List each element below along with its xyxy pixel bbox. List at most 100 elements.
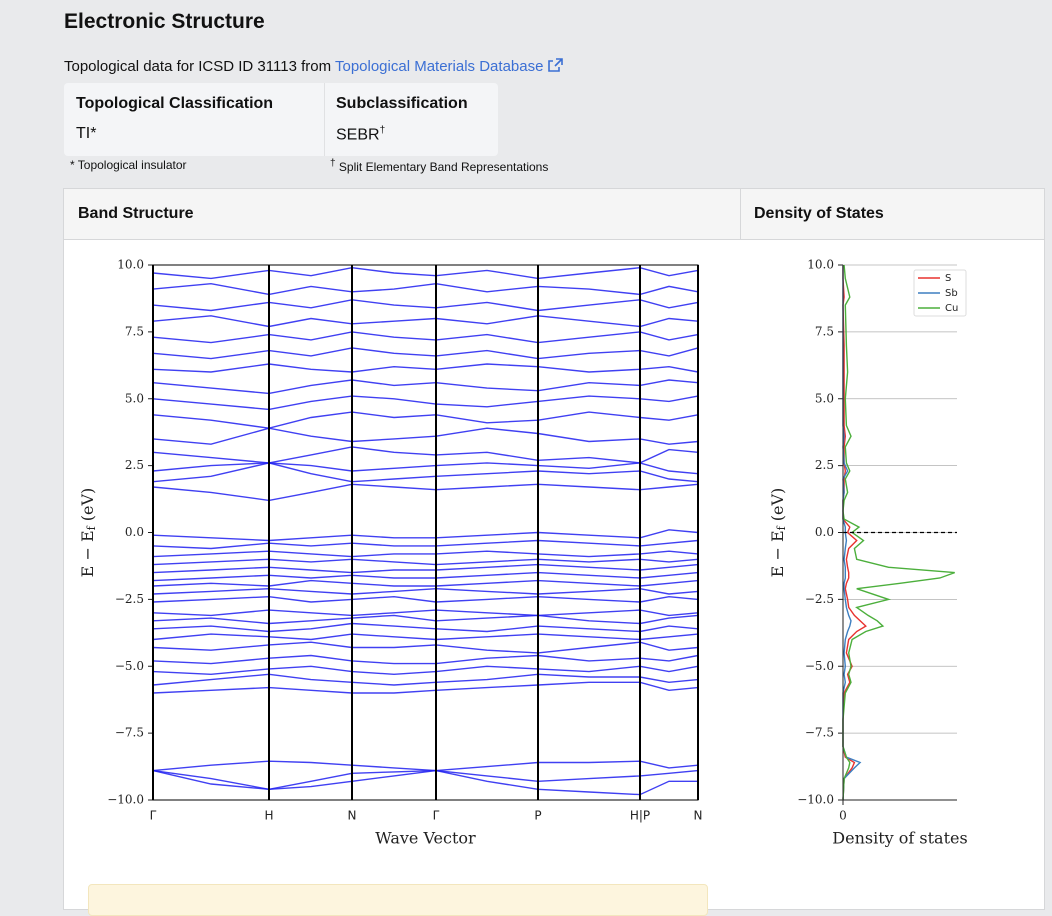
band-line (152, 614, 699, 625)
divider (324, 83, 325, 156)
divider (740, 189, 741, 239)
y-tick-label: −7.5 (115, 726, 144, 740)
band-line (152, 579, 699, 587)
band-line (152, 641, 699, 654)
class-header: Subclassification (336, 95, 468, 112)
band-line (152, 427, 699, 445)
y-tick-label: −2.5 (115, 592, 144, 606)
footnote-text: Split Elementary Band Representations (335, 160, 549, 174)
band-line (152, 587, 699, 595)
x-tick-label: Γ (150, 809, 157, 823)
x-tick-label: Γ (433, 809, 440, 823)
legend-label: Cu (945, 303, 958, 314)
footnote-mark: * (70, 158, 75, 172)
footnote-mark: † (330, 158, 336, 169)
value-text: TI (76, 125, 91, 142)
label-sub: f (775, 525, 788, 530)
band-line (152, 411, 699, 429)
class-value: SEBR† (336, 125, 385, 144)
section-title: Electronic Structure (64, 10, 265, 33)
label-sub: f (85, 525, 98, 530)
label-unit: (eV) (768, 488, 787, 527)
source-line: Topological data for ICSD ID 31113 from … (64, 58, 563, 75)
band-line (152, 760, 699, 772)
band-line (152, 379, 699, 395)
band-line (152, 665, 699, 676)
y-tick-label: 5.0 (125, 391, 144, 405)
y-tick-label: 5.0 (815, 391, 834, 405)
dos-line (842, 264, 955, 801)
y-tick-label: −2.5 (805, 592, 834, 606)
y-tick-label: 0.0 (125, 525, 144, 539)
page: Electronic Structure Topological data fo… (63, 10, 1045, 916)
footnote: † Split Elementary Band Representations (330, 158, 548, 174)
legend-label: S (945, 273, 951, 284)
band-line (152, 483, 699, 502)
database-link[interactable]: Topological Materials Database (335, 58, 563, 75)
band-line (152, 571, 699, 582)
source-text: Topological data for ICSD ID 31113 from (64, 58, 335, 75)
y-tick-label: −5.0 (805, 659, 834, 673)
band-line (152, 299, 699, 312)
value-text: SEBR (336, 126, 380, 144)
footnote: * Topological insulator (70, 158, 187, 172)
y-tick-label: 0.0 (815, 525, 834, 539)
band-line (152, 681, 699, 694)
band-line (152, 654, 699, 665)
band-line (152, 446, 699, 464)
class-value: TI* (76, 125, 96, 143)
x-tick-label: N (348, 809, 357, 823)
dos-line (842, 265, 862, 801)
band-line (152, 622, 699, 633)
value-mark: † (379, 125, 386, 136)
link-text[interactable]: Topological Materials Database (334, 58, 544, 75)
footnote-text: Topological insulator (74, 158, 187, 172)
y-tick-label: 2.5 (125, 458, 144, 472)
x-axis-label: Density of states (832, 829, 967, 848)
band-line (152, 539, 699, 550)
charts: 10.0 7.5 5.0 2.5 0.0 −2.5 −5.0 −7.5 −10.0 E − Ef … (78, 258, 968, 848)
plot-frame (152, 264, 699, 801)
y-tick-label: 2.5 (815, 458, 834, 472)
band-line (152, 331, 699, 344)
y-tick-label: −5.0 (115, 659, 144, 673)
band-line (152, 529, 699, 542)
y-tick-label: −10.0 (107, 793, 144, 807)
y-tick-label: −10.0 (797, 793, 834, 807)
y-axis-label: E − Ef (eV) (768, 488, 789, 578)
panel-title: Band Structure (78, 205, 194, 222)
label-main: E − E (768, 530, 787, 577)
band-line (152, 558, 699, 566)
label-main: E − E (78, 530, 97, 577)
x-tick-label: H (264, 809, 273, 823)
dos-line (842, 265, 867, 801)
panel-title: Density of States (754, 205, 884, 222)
y-tick-label: −7.5 (805, 726, 834, 740)
band-line (152, 550, 699, 558)
external-icon[interactable] (547, 58, 563, 72)
band-line (152, 395, 699, 411)
band-line (152, 315, 699, 328)
band-line (152, 609, 699, 617)
y-tick-label: 7.5 (125, 324, 144, 338)
class-header: Topological Classification (76, 95, 274, 112)
x-tick-label: H|P (630, 809, 650, 823)
legend-label: Sb (945, 288, 958, 299)
band-line (152, 595, 699, 603)
x-axis-label: Wave Vector (375, 829, 476, 848)
band-line (152, 673, 699, 686)
value-mark: * (90, 125, 97, 142)
band-line (152, 266, 699, 280)
band-line (152, 347, 699, 360)
label-unit: (eV) (78, 488, 97, 527)
y-tick-label: 7.5 (815, 324, 834, 338)
x-tick-label: 0 (839, 809, 847, 823)
x-tick-label: P (534, 809, 541, 823)
y-axis-label: E − Ef (eV) (78, 488, 99, 578)
y-tick-label: 10.0 (807, 258, 834, 272)
band-line (152, 363, 699, 373)
panel-header: Band Structure Density of States (64, 189, 1044, 240)
y-tick-label: 10.0 (117, 258, 144, 272)
band-line (152, 563, 699, 574)
band-line (152, 633, 699, 641)
